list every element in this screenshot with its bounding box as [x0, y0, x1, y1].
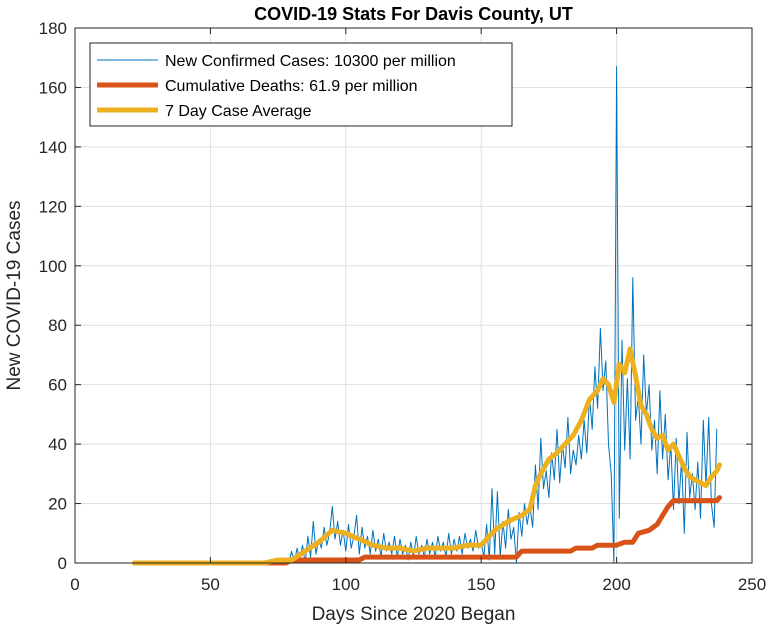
series-layer: [132, 66, 722, 566]
x-tick-label: 250: [738, 575, 766, 594]
x-axis-label: Days Since 2020 Began: [312, 604, 516, 625]
y-tick-label: 120: [39, 197, 67, 216]
legend-box: [89, 42, 513, 127]
y-axis-label: New COVID-19 Cases: [4, 200, 25, 390]
legend-entry-label: Cumulative Deaths: 61.9 per million: [165, 78, 418, 95]
y-tick-label: 40: [48, 435, 67, 454]
legend: New Confirmed Cases: 10300 per million Cu…: [89, 42, 513, 127]
y-tick-label: 180: [39, 19, 67, 38]
series-line-cumulative-deaths-61: [132, 495, 722, 566]
legend-entry-label: 7 Day Case Average: [165, 103, 312, 120]
series-line-7-day-case: [132, 346, 722, 566]
y-tick-label: 160: [39, 78, 67, 97]
legend-entry-label: New Confirmed Cases: 10300 per million: [165, 53, 456, 70]
x-tick-label: 150: [467, 575, 495, 594]
x-tick-label: 50: [201, 575, 220, 594]
series-line-new-confirmed-cases: [134, 66, 718, 564]
chart-title: COVID-19 Stats For Davis County, UT: [254, 4, 573, 24]
y-tick-label: 60: [48, 376, 67, 395]
axis-ticks: 0 50 100 150 200 250 0 20 40 60 80 100 120 140 160 180: [39, 19, 767, 594]
y-tick-label: 140: [39, 138, 67, 157]
y-tick-label: 80: [48, 316, 67, 335]
x-tick-label: 200: [602, 575, 630, 594]
plot-frame: [74, 27, 753, 564]
x-tick-label: 0: [70, 575, 79, 594]
y-tick-label: 0: [58, 554, 67, 573]
x-tick-label: 100: [332, 575, 360, 594]
y-tick-label: 20: [48, 495, 67, 514]
y-tick-label: 100: [39, 257, 67, 276]
